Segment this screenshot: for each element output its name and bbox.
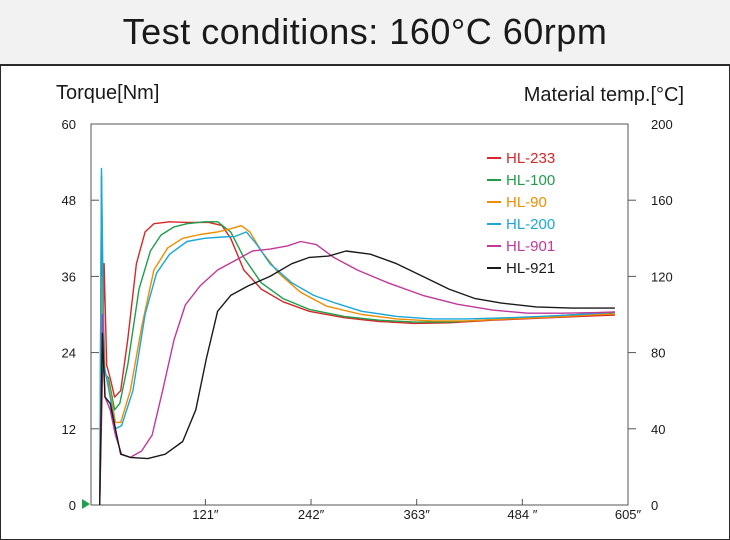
x-tick-label: 484 ″: [507, 507, 537, 522]
plot-area-border: [90, 123, 629, 506]
x-tick-label: 605″: [615, 507, 642, 522]
y2-tick-label: 40: [651, 422, 665, 437]
y-tick-label: 60: [62, 117, 76, 132]
x-tick-label: 121″: [192, 507, 219, 522]
y-axis-title: Torque[Nm]: [56, 82, 160, 104]
chart-title: Test conditions: 160°C 60rpm: [122, 11, 608, 52]
x-tick-label: 242″: [298, 507, 325, 522]
legend-label-hl-200: HL-200: [506, 216, 555, 233]
y2-tick-label: 80: [651, 346, 665, 361]
y2-tick-label: 120: [651, 269, 673, 284]
y-tick-label: 0: [69, 498, 76, 513]
y2-tick-label: 200: [651, 117, 673, 132]
y2-tick-label: 160: [651, 193, 673, 208]
y-tick-label: 36: [62, 269, 76, 284]
series-line-hl-200: [99, 167, 615, 506]
series-line-hl-901: [99, 240, 615, 506]
legend-label-hl-90: HL-90: [506, 194, 547, 211]
series-line-hl-921: [99, 250, 615, 506]
series-line-hl-90: [99, 224, 615, 506]
y-tick-label: 48: [62, 193, 76, 208]
y-tick-label: 12: [62, 422, 76, 437]
series-line-hl-233: [99, 221, 615, 506]
series-line-hl-100: [99, 174, 615, 506]
y2-axis-title: Material temp.[°C]: [523, 84, 684, 106]
legend-label-hl-233: HL-233: [506, 150, 555, 167]
x-tick-label: 363″: [404, 507, 431, 522]
chart-header: Test conditions: 160°C 60rpm: [0, 0, 730, 66]
origin-marker-icon: [82, 499, 90, 509]
legend-label-hl-921: HL-921: [506, 260, 555, 277]
y2-tick-label: 0: [651, 498, 658, 513]
y-tick-label: 24: [62, 346, 76, 361]
legend-label-hl-100: HL-100: [506, 172, 555, 189]
legend-label-hl-901: HL-901: [506, 238, 555, 255]
